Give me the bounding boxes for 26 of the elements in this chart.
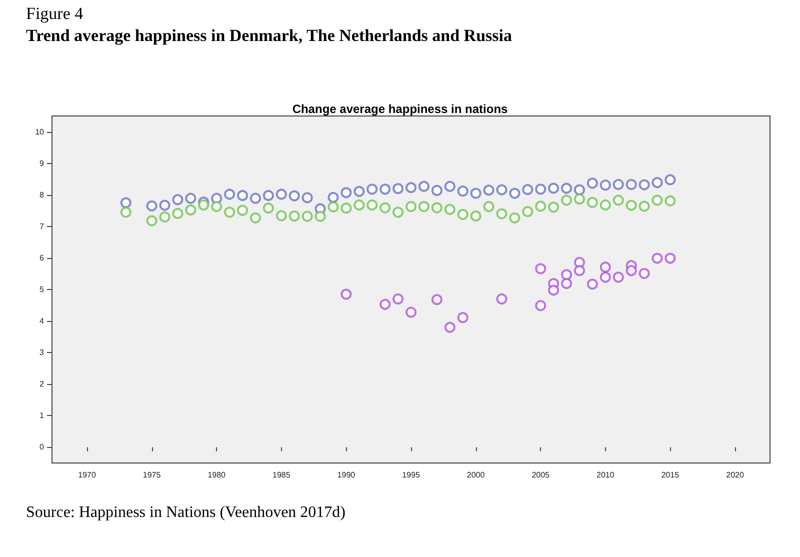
y-tick-label: 2 — [40, 380, 45, 389]
y-tick-label: 0 — [40, 442, 45, 452]
chart-subtitle: Change average happiness in nations — [292, 102, 508, 116]
x-tick-label: 1980 — [208, 470, 226, 480]
x-tick-label: 1995 — [402, 470, 420, 480]
y-tick-label: 10 — [35, 127, 45, 136]
y-tick-label: 4 — [40, 316, 45, 326]
x-tick-label: 1985 — [272, 470, 291, 480]
y-tick-label: 1 — [40, 411, 45, 420]
x-tick-label: 2000 — [466, 470, 486, 480]
x-tick-label: 2010 — [596, 470, 615, 480]
y-tick-label: 3 — [40, 348, 45, 358]
x-tick-label: 2015 — [661, 470, 680, 480]
y-tick-label: 8 — [40, 190, 45, 200]
y-tick-label: 5 — [40, 285, 45, 294]
x-tick-label: 2020 — [726, 470, 744, 480]
y-tick-label: 9 — [40, 158, 45, 168]
x-tick-label: 1990 — [337, 470, 356, 480]
source-note: Source: Happiness in Nations (Veenhoven 2017d) — [26, 504, 346, 522]
chart-title: Trend average happiness in Denmark, The Netherlands and Russia — [26, 26, 512, 46]
x-tick-label: 2005 — [532, 470, 550, 480]
x-tick-label: 1975 — [142, 470, 162, 480]
y-tick-label: 6 — [40, 253, 45, 262]
caption: Figure 4 — [26, 4, 84, 24]
x-tick-label: 1970 — [78, 470, 96, 480]
y-tick-label: 7 — [40, 222, 45, 231]
